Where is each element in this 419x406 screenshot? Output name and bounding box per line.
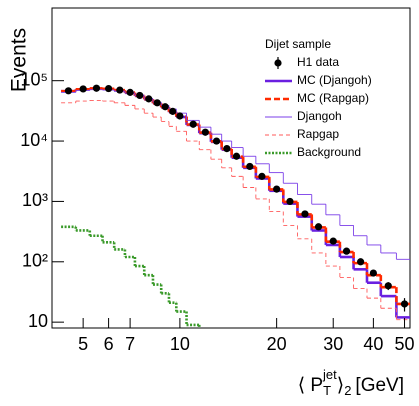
legend-label: Djangoh	[297, 109, 342, 123]
data-point	[64, 87, 73, 95]
legend-label: MC (Djangoh)	[297, 73, 372, 87]
y-tick-label: 10	[28, 311, 48, 331]
data-point	[329, 237, 337, 245]
x-label-part: [GeV]	[355, 375, 404, 396]
y-tick-label: 10⁵	[21, 69, 48, 89]
data-point	[246, 162, 254, 171]
data-point	[169, 107, 177, 115]
legend-label: Background	[297, 145, 361, 159]
data-point	[273, 185, 281, 193]
legend-swatch	[274, 59, 282, 67]
x-tick-label: 7	[125, 334, 135, 354]
legend-label: MC (Rapgap)	[297, 91, 369, 105]
x-axis-label: ⟨ PTjet⟩2 [GeV]	[298, 367, 404, 398]
data-point	[384, 282, 392, 290]
data-point	[232, 152, 241, 160]
x-tick-label: 10	[170, 334, 190, 354]
data-point	[357, 258, 365, 266]
y-axis-label: Events	[8, 28, 31, 92]
data-point	[104, 84, 113, 93]
plot-frame	[51, 7, 411, 329]
x-label-part: ⟨ P	[298, 375, 323, 396]
data-point	[258, 172, 266, 180]
data-point	[136, 91, 144, 100]
data-point	[145, 95, 153, 103]
x-tick-label: 40	[363, 334, 383, 354]
plot-area	[61, 84, 410, 328]
data-point	[161, 103, 169, 111]
data-point	[153, 99, 161, 107]
data-point	[400, 300, 409, 308]
x-label-sup: jet	[322, 367, 337, 382]
legend-label: Rapgap	[297, 127, 339, 141]
data-point	[342, 247, 351, 255]
x-tick-label: 50	[395, 334, 415, 354]
x-tick-label: 5	[78, 334, 88, 354]
x-tick-label: 30	[323, 334, 343, 354]
x-label-sub: 2	[344, 383, 351, 398]
data-point	[176, 112, 184, 120]
data-point	[116, 86, 124, 94]
data-point	[126, 88, 134, 96]
data-point	[79, 85, 87, 93]
x-label-part: ⟩	[337, 375, 344, 396]
data-point	[286, 197, 294, 206]
x-tick-label: 6	[104, 334, 114, 354]
x-tick-label: 20	[267, 334, 287, 354]
data-point	[212, 137, 221, 145]
data-point	[189, 120, 197, 128]
y-tick-label: 10²	[22, 251, 48, 271]
legend-label: H1 data	[297, 55, 339, 69]
legend-title: Dijet sample	[265, 37, 331, 51]
y-tick-label: 10⁴	[20, 130, 48, 150]
data-point	[92, 84, 101, 92]
y-tick-label: 10³	[22, 190, 48, 210]
x-label-sub: T	[323, 383, 331, 398]
data-point	[223, 144, 231, 153]
data-point	[301, 210, 309, 218]
data-point	[369, 269, 377, 277]
data-point	[201, 128, 209, 136]
data-point	[314, 223, 323, 231]
